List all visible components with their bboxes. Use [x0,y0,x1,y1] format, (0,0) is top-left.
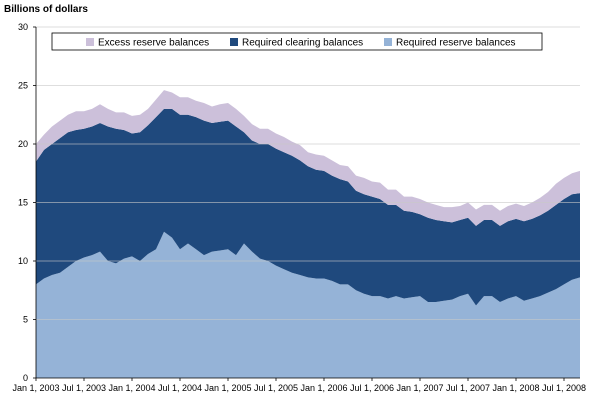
x-tick-label: Jul 1, 2007 [446,383,490,393]
x-tick-label: Jul 1, 2003 [62,383,106,393]
y-tick-label: 10 [18,256,28,266]
series-area-1 [36,231,580,378]
legend-swatch [384,38,392,46]
x-tick-label: Jan 1, 2007 [396,383,443,393]
series-area-2 [36,108,580,306]
y-tick-label: 0 [23,373,28,383]
x-tick-label: Jan 1, 2008 [492,383,539,393]
y-tick-label: 20 [18,139,28,149]
legend-label: Required clearing balances [242,38,363,49]
x-tick-label: Jan 1, 2003 [12,383,59,393]
y-tick-label: 5 [23,315,28,325]
x-tick-label: Jul 1, 2006 [350,383,394,393]
legend-label: Required reserve balances [396,38,516,49]
x-tick-label: Jul 1, 2004 [158,383,202,393]
x-tick-label: Jan 1, 2004 [108,383,155,393]
y-tick-label: 15 [18,198,28,208]
x-tick-label: Jul 1, 2005 [254,383,298,393]
legend [51,32,543,51]
legend-swatch [86,38,94,46]
legend-label: Excess reserve balances [98,38,209,49]
legend-swatch [230,38,238,46]
y-axis-title: Billions of dollars [4,4,88,15]
x-tick-label: Jul 1, 2008 [542,383,586,393]
x-tick-label: Jan 1, 2005 [204,383,251,393]
y-tick-label: 25 [18,81,28,91]
series-area-3 [36,90,580,226]
x-tick-label: Jan 1, 2006 [300,383,347,393]
y-tick-label: 30 [18,22,28,32]
